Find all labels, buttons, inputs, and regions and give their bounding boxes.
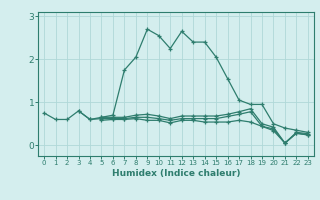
X-axis label: Humidex (Indice chaleur): Humidex (Indice chaleur) xyxy=(112,169,240,178)
